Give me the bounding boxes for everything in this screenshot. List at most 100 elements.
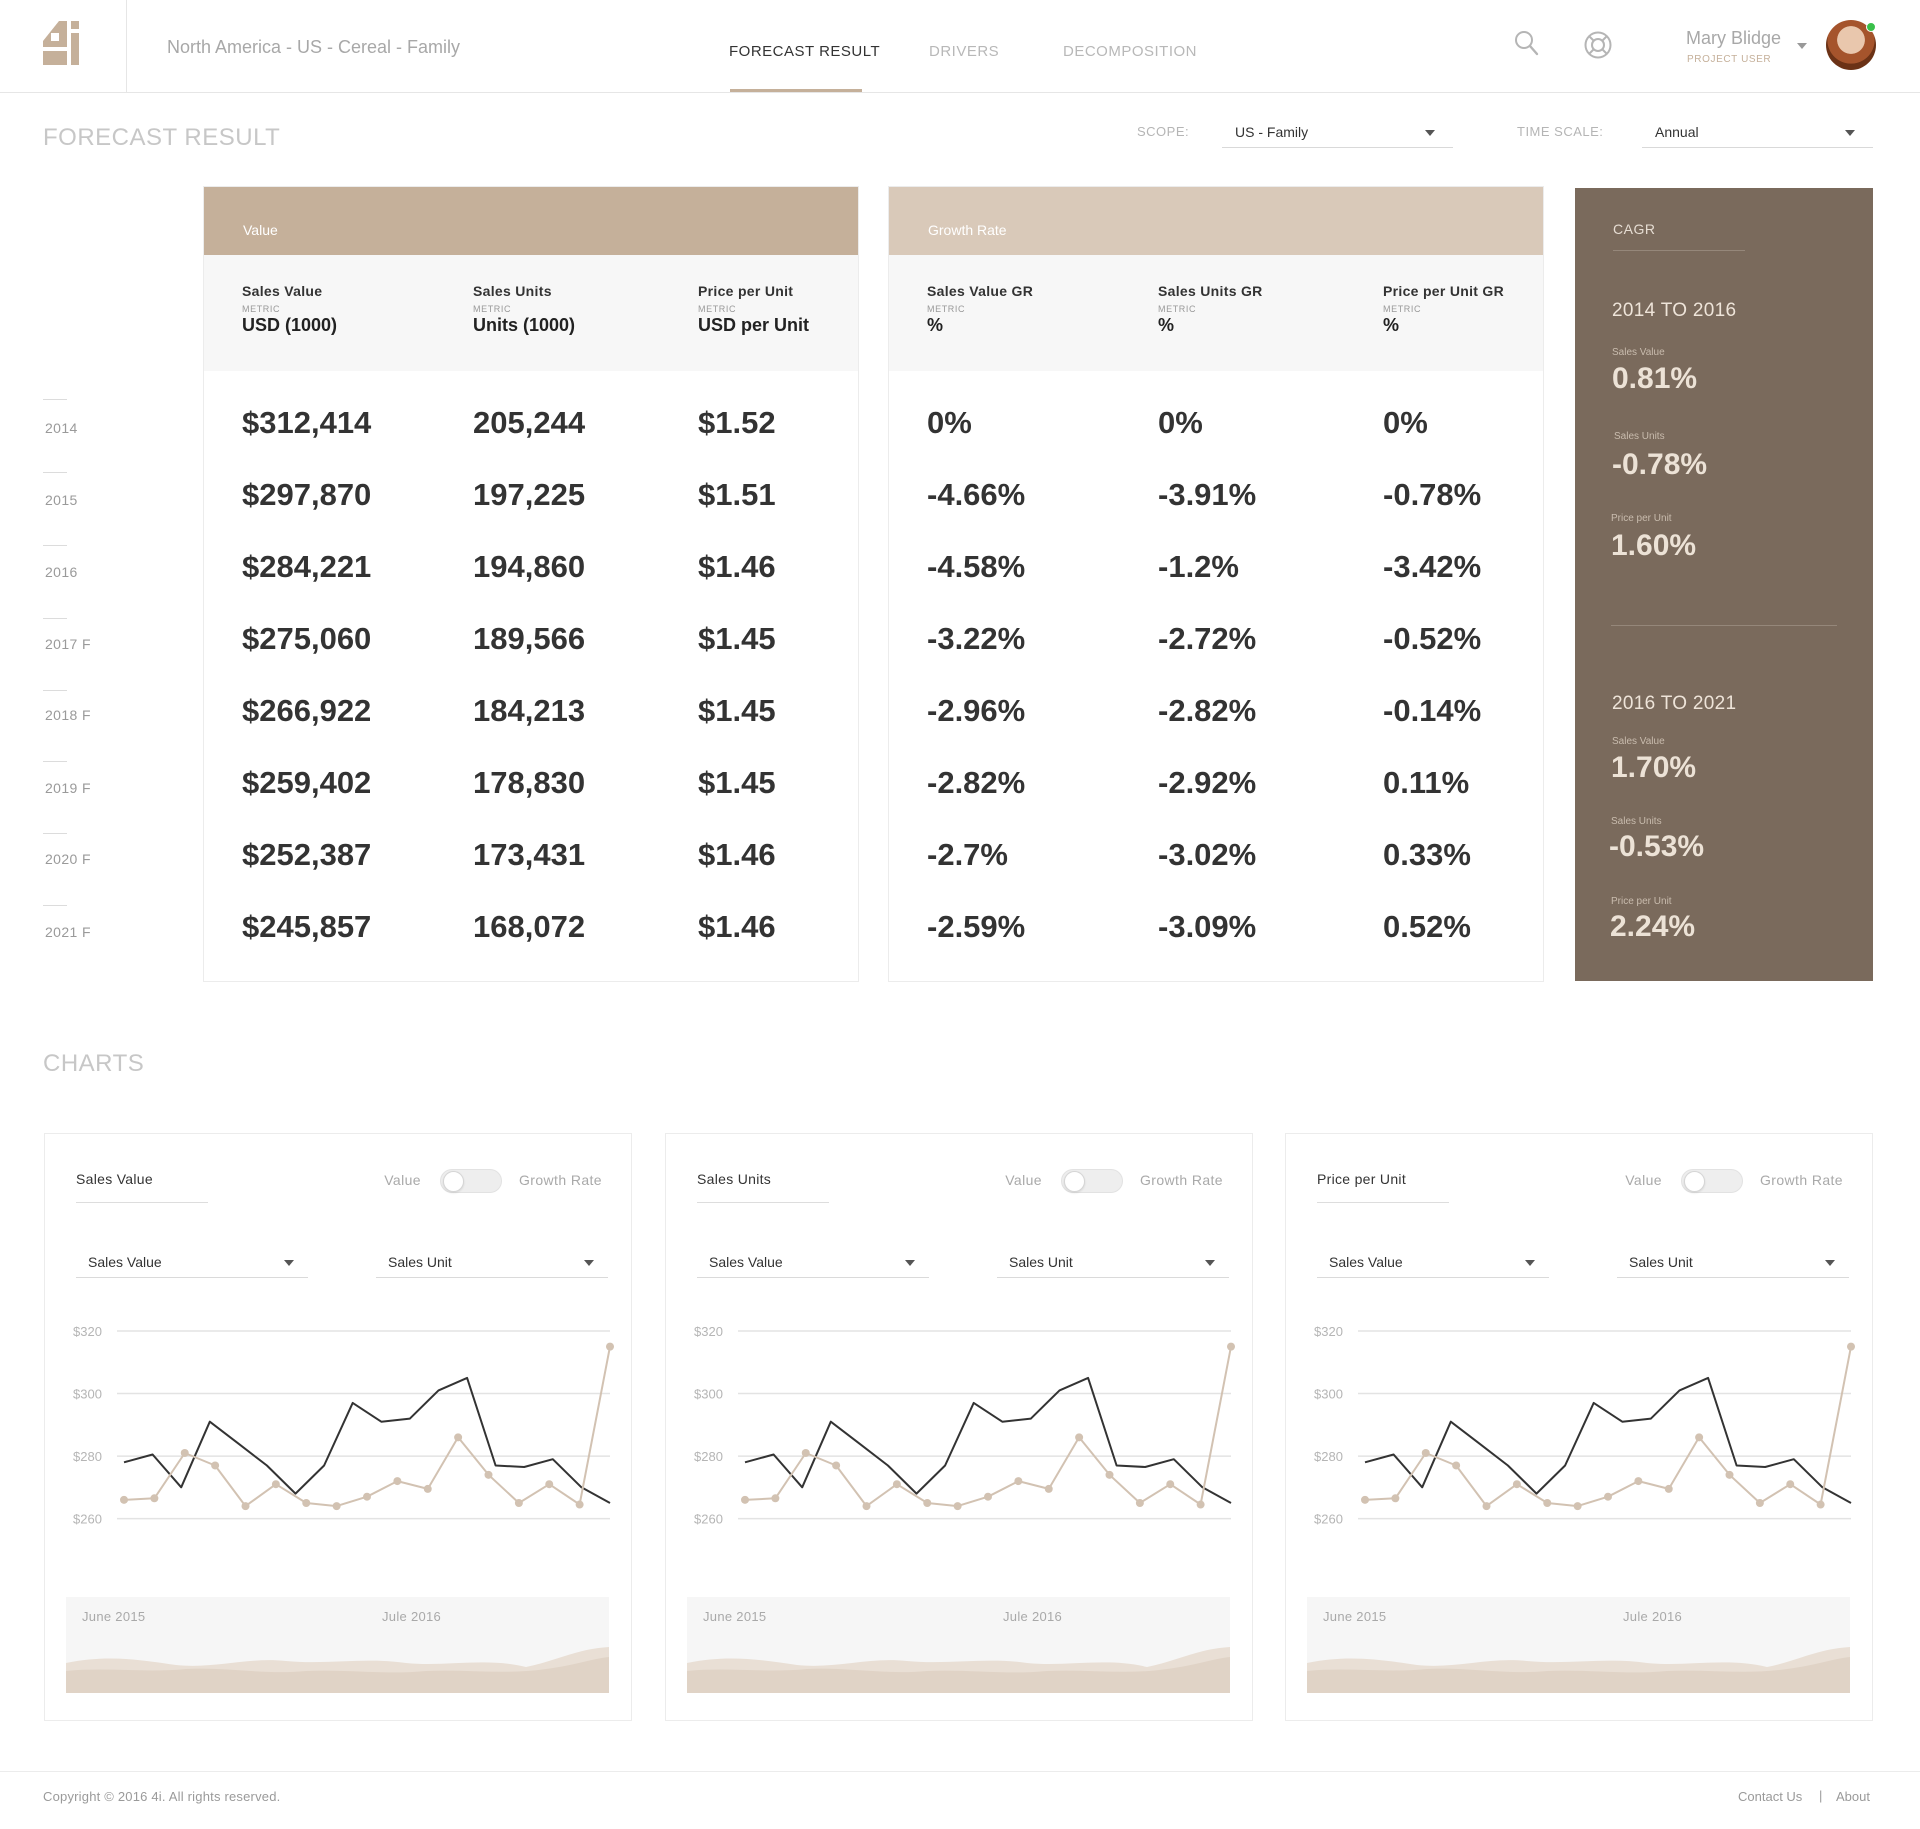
- about-link[interactable]: About: [1836, 1789, 1870, 1804]
- data-point[interactable]: [150, 1494, 159, 1503]
- data-point[interactable]: [1044, 1484, 1053, 1493]
- data-point[interactable]: [1543, 1498, 1552, 1507]
- data-point[interactable]: [241, 1502, 250, 1511]
- data-point[interactable]: [423, 1484, 432, 1493]
- data-point[interactable]: [1634, 1477, 1643, 1486]
- logo[interactable]: [0, 0, 127, 93]
- chart-metric-select-2[interactable]: Sales Unit: [997, 1246, 1229, 1278]
- data-point[interactable]: [771, 1494, 780, 1503]
- value-cell: $1.51: [698, 477, 776, 512]
- scope-select[interactable]: US - Family: [1222, 116, 1453, 148]
- data-point[interactable]: [271, 1480, 280, 1489]
- column-header: Sales Units METRIC Units (1000): [473, 283, 575, 336]
- data-point[interactable]: [332, 1502, 341, 1511]
- data-point[interactable]: [1664, 1484, 1673, 1493]
- contact-us-link[interactable]: Contact Us: [1738, 1789, 1803, 1804]
- data-point[interactable]: [454, 1433, 463, 1442]
- year-tick: [43, 618, 67, 619]
- data-point[interactable]: [1847, 1342, 1855, 1351]
- brush-label: June 2015: [1323, 1609, 1387, 1624]
- data-point[interactable]: [1452, 1461, 1461, 1470]
- data-point[interactable]: [1695, 1433, 1704, 1442]
- data-point[interactable]: [1075, 1433, 1084, 1442]
- time-range-brush[interactable]: June 2015 Jule 2016: [687, 1597, 1230, 1693]
- y-tick-label: $300: [694, 1387, 723, 1402]
- data-point[interactable]: [484, 1470, 493, 1479]
- column-name: Sales Value: [242, 283, 323, 299]
- data-point[interactable]: [1512, 1480, 1521, 1489]
- growth-rate-cell: -3.02%: [1158, 837, 1257, 872]
- data-point[interactable]: [393, 1477, 402, 1486]
- tab-forecast-result[interactable]: FORECAST RESULT: [729, 43, 881, 60]
- growth-rate-cell: -2.92%: [1158, 765, 1257, 800]
- time-range-brush[interactable]: June 2015 Jule 2016: [1307, 1597, 1850, 1693]
- cagr-metric-value: 1.60%: [1611, 529, 1697, 562]
- growth-rate-cell: 0.11%: [1383, 765, 1470, 800]
- value-growth-toggle[interactable]: [440, 1169, 502, 1193]
- brush-area-front: [687, 1657, 1230, 1693]
- user-name[interactable]: Mary Blidge: [1686, 28, 1782, 48]
- data-point[interactable]: [575, 1500, 584, 1509]
- time-scale-label: TIME SCALE:: [1517, 124, 1604, 139]
- data-point[interactable]: [801, 1448, 810, 1457]
- data-point[interactable]: [1166, 1480, 1175, 1489]
- line-chart: $320 $300 $280 $260: [1314, 1324, 1855, 1527]
- data-point[interactable]: [514, 1498, 523, 1507]
- data-point[interactable]: [1105, 1470, 1114, 1479]
- data-point[interactable]: [1421, 1448, 1430, 1457]
- data-point[interactable]: [545, 1480, 554, 1489]
- y-tick-label: $300: [1314, 1387, 1343, 1402]
- year-tick: [43, 905, 67, 906]
- chart-metric-select-1[interactable]: Sales Value: [76, 1246, 308, 1278]
- time-range-brush[interactable]: June 2015 Jule 2016: [66, 1597, 609, 1693]
- data-point[interactable]: [923, 1498, 932, 1507]
- chart-metric-select-1[interactable]: Sales Value: [1317, 1246, 1549, 1278]
- data-point[interactable]: [1014, 1477, 1023, 1486]
- cagr-panel: CAGR 2014 TO 2016 Sales Value 0.81% Sale…: [1575, 188, 1873, 981]
- year-tick: [43, 833, 67, 834]
- tab-decomposition[interactable]: DECOMPOSITION: [1063, 43, 1198, 60]
- column-header: Sales Units GR METRIC %: [1158, 283, 1263, 336]
- data-point[interactable]: [1573, 1502, 1582, 1511]
- cagr-period-divider: [1611, 625, 1837, 626]
- data-point[interactable]: [302, 1498, 311, 1507]
- column-metric: METRIC: [1383, 304, 1422, 314]
- data-point[interactable]: [1196, 1500, 1205, 1509]
- time-scale-select[interactable]: Annual: [1642, 116, 1873, 148]
- help-lifebuoy-icon[interactable]: [1583, 30, 1613, 60]
- brush-overview-area: [1307, 1647, 1850, 1693]
- data-point[interactable]: [984, 1492, 992, 1501]
- value-growth-toggle[interactable]: [1061, 1169, 1123, 1193]
- data-point[interactable]: [832, 1461, 841, 1470]
- cagr-metric-value: -0.53%: [1609, 830, 1705, 863]
- data-point[interactable]: [1361, 1495, 1369, 1504]
- chart-metric-select-2[interactable]: Sales Unit: [376, 1246, 608, 1278]
- data-point[interactable]: [606, 1342, 614, 1351]
- tab-drivers[interactable]: DRIVERS: [929, 43, 1000, 60]
- data-point[interactable]: [741, 1495, 749, 1504]
- data-point[interactable]: [1604, 1492, 1612, 1501]
- value-growth-toggle[interactable]: [1681, 1169, 1743, 1193]
- data-point[interactable]: [1725, 1470, 1734, 1479]
- data-point[interactable]: [211, 1461, 220, 1470]
- chart-metric-select-1[interactable]: Sales Value: [697, 1246, 929, 1278]
- data-point[interactable]: [180, 1448, 189, 1457]
- y-tick-label: $320: [73, 1324, 102, 1339]
- data-point[interactable]: [862, 1502, 871, 1511]
- chevron-down-icon[interactable]: [1797, 43, 1807, 49]
- data-point[interactable]: [953, 1502, 962, 1511]
- data-point[interactable]: [1816, 1500, 1825, 1509]
- data-point[interactable]: [120, 1495, 128, 1504]
- data-point[interactable]: [1227, 1342, 1235, 1351]
- data-point[interactable]: [363, 1492, 371, 1501]
- column-unit: %: [1383, 315, 1400, 335]
- data-point[interactable]: [1786, 1480, 1795, 1489]
- data-point[interactable]: [1755, 1498, 1764, 1507]
- chart-metric-select-2[interactable]: Sales Unit: [1617, 1246, 1849, 1278]
- data-point[interactable]: [892, 1480, 901, 1489]
- data-point[interactable]: [1391, 1494, 1400, 1503]
- search-icon[interactable]: [1514, 30, 1540, 58]
- data-point[interactable]: [1482, 1502, 1491, 1511]
- brush-label: Jule 2016: [1623, 1609, 1683, 1624]
- data-point[interactable]: [1135, 1498, 1144, 1507]
